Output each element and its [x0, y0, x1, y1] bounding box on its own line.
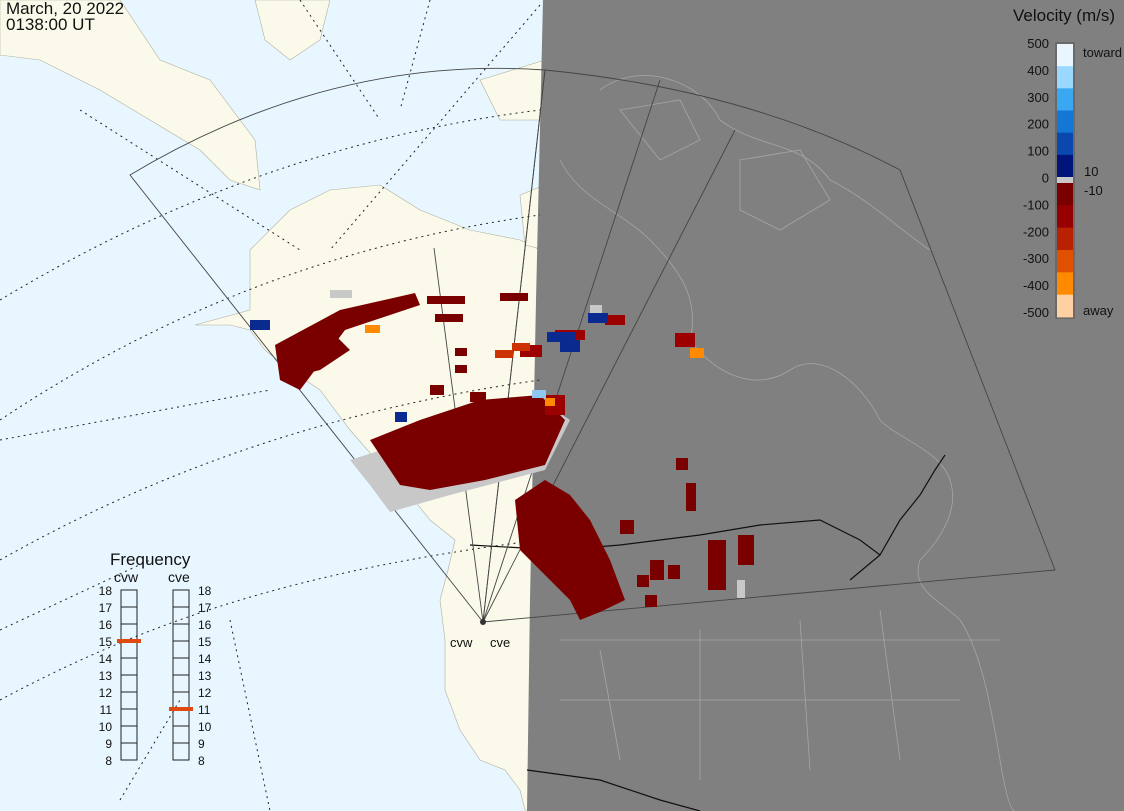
colorbar-segment — [1057, 205, 1073, 229]
colorbar-segment — [1057, 227, 1073, 251]
velocity-tick-label: 300 — [1027, 90, 1049, 105]
site-labels: cvw cve — [450, 635, 510, 650]
site-label-cvw: cvw — [450, 635, 473, 650]
velocity-tick-label: 400 — [1027, 63, 1049, 78]
velocity-tick-label: -500 — [1023, 305, 1049, 320]
frequency-scales: 18 17 16 15 14 13 12 11 10 9 8 18 17 16 15 14 13 12 11 10 9 8 — [99, 584, 212, 768]
frequency-tick-label: 10 — [198, 720, 212, 734]
velocity-tick-label: -400 — [1023, 278, 1049, 293]
frequency-tick-label: 9 — [105, 737, 112, 751]
frequency-tick-label: 12 — [198, 686, 212, 700]
velocity-tick-label: -200 — [1023, 224, 1049, 239]
frequency-tick-label: 14 — [198, 652, 212, 666]
frequency-tick-label: 15 — [198, 635, 212, 649]
colorbar-segment — [1057, 183, 1073, 206]
radar-site — [480, 619, 486, 625]
frequency-legend: Frequency cvw cve 1817161514131211109818… — [99, 550, 212, 768]
frequency-tick-label: 9 — [198, 737, 205, 751]
frequency-tick-label: 8 — [105, 754, 112, 768]
frequency-title: Frequency — [110, 550, 191, 569]
inner-label-neg: -10 — [1084, 183, 1103, 198]
frequency-tick-label: 13 — [198, 669, 212, 683]
colorbar-segment — [1057, 132, 1073, 156]
velocity-tick-label: 0 — [1042, 171, 1049, 186]
velocity-legend: Velocity (m/s) 500 400 300 200 100 0 -100 -200 -… — [1013, 6, 1122, 320]
frequency-tick-label: 18 — [99, 584, 113, 598]
night-shade — [469, 0, 1124, 811]
colorbar-segment — [1057, 44, 1073, 67]
velocity-tick-label: -300 — [1023, 251, 1049, 266]
colorbar-segment — [1057, 66, 1073, 89]
time-label: 0138:00 UT — [6, 15, 95, 34]
frequency-marker-cvw — [117, 639, 141, 643]
colorbar-ground-scatter — [1057, 177, 1073, 183]
frequency-tick-label: 11 — [198, 703, 211, 717]
frequency-marker-cve — [169, 707, 193, 711]
colorbar-segment — [1057, 110, 1073, 134]
colorbar-segment — [1057, 88, 1073, 111]
velocity-tick-label: 100 — [1027, 144, 1049, 159]
away-label: away — [1083, 303, 1114, 318]
velocity-cells — [250, 290, 754, 620]
frequency-tick-label: 14 — [99, 652, 113, 666]
frequency-tick-label: 17 — [198, 601, 212, 615]
frequency-tick-label: 11 — [100, 703, 113, 717]
toward-label: toward — [1083, 45, 1122, 60]
graticule — [0, 0, 541, 811]
velocity-ticks: 500 400 300 200 100 0 -100 -200 -300 -400 -500 — [1023, 36, 1049, 320]
frequency-tick-label: 18 — [198, 584, 212, 598]
frequency-tick-label: 10 — [99, 720, 113, 734]
velocity-tick-label: 500 — [1027, 36, 1049, 51]
frequency-radar-cve: cve — [168, 569, 190, 585]
date-label: March, 20 2022 — [6, 0, 125, 18]
velocity-legend-title: Velocity (m/s) — [1013, 6, 1115, 25]
frequency-radar-cvw: cvw — [114, 569, 139, 585]
inner-label-pos: 10 — [1084, 164, 1098, 179]
colorbar-segment — [1057, 272, 1073, 296]
frequency-tick-label: 8 — [198, 754, 205, 768]
frequency-tick-label: 12 — [99, 686, 113, 700]
frequency-tick-label: 16 — [99, 618, 113, 632]
colorbar-segment — [1057, 294, 1073, 318]
velocity-tick-label: 200 — [1027, 117, 1049, 132]
frequency-tick-label: 16 — [198, 618, 212, 632]
colorbar-segment — [1057, 250, 1073, 273]
velocity-colorbar — [1057, 44, 1073, 318]
colorbar-segment — [1057, 154, 1073, 178]
frequency-tick-label: 17 — [99, 601, 113, 615]
frequency-tick-label: 13 — [99, 669, 113, 683]
velocity-tick-label: -100 — [1023, 197, 1049, 212]
frequency-tick-label: 15 — [99, 635, 113, 649]
site-label-cve: cve — [490, 635, 510, 650]
landmass — [0, 0, 546, 811]
